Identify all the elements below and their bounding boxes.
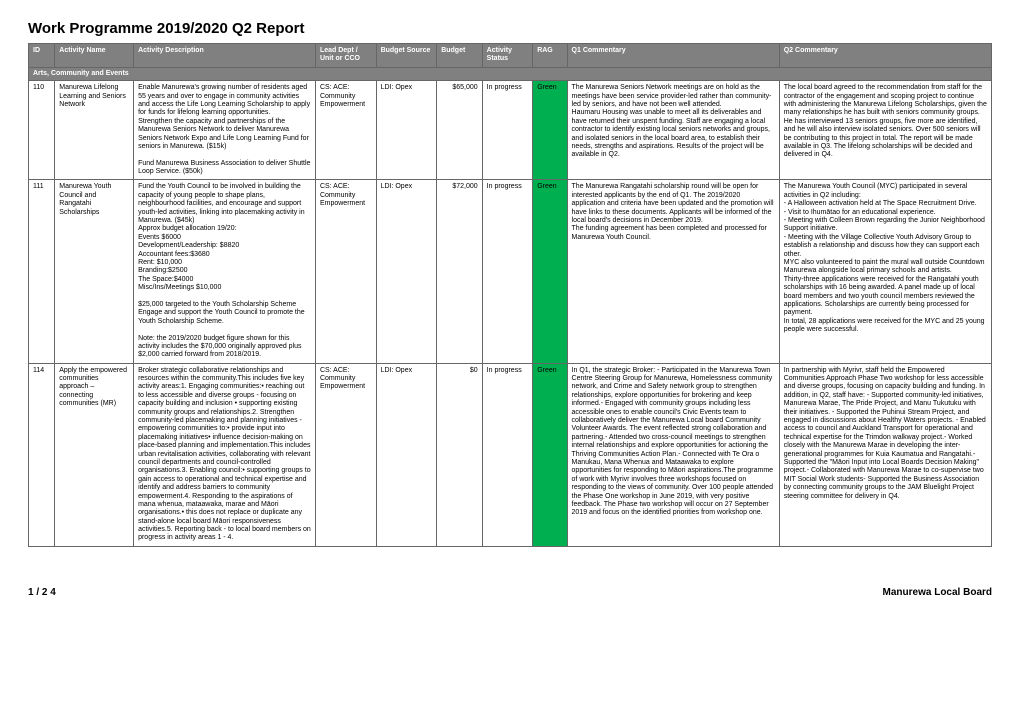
th-status: Activity Status [482, 44, 533, 68]
cell-budget: $65,000 [437, 81, 482, 180]
cell-lead: CS: ACE: Community Empowerment [315, 363, 376, 546]
report-table: ID Activity Name Activity Description Le… [28, 43, 992, 547]
th-bsrc: Budget Source [376, 44, 437, 68]
th-name: Activity Name [55, 44, 134, 68]
cell-name: Apply the empowered communities approach… [55, 363, 134, 546]
cell-desc: Enable Manurewa's growing number of resi… [134, 81, 316, 180]
th-q2: Q2 Commentary [779, 44, 991, 68]
cell-lead: CS: ACE: Community Empowerment [315, 180, 376, 363]
cell-budget: $0 [437, 363, 482, 546]
cell-budget: $72,000 [437, 180, 482, 363]
cell-bsrc: LDI: Opex [376, 81, 437, 180]
th-budget: Budget [437, 44, 482, 68]
th-rag: RAG [533, 44, 567, 68]
cell-name: Manurewa Lifelong Learning and Seniors N… [55, 81, 134, 180]
page-number: 1 / 2 4 [28, 587, 56, 598]
table-body: Arts, Community and Events 110Manurewa L… [29, 67, 992, 546]
cell-rag: Green [533, 81, 567, 180]
section-label: Arts, Community and Events [29, 67, 992, 80]
section-row: Arts, Community and Events [29, 67, 992, 80]
cell-lead: CS: ACE: Community Empowerment [315, 81, 376, 180]
footer: 1 / 2 4 Manurewa Local Board [28, 587, 992, 598]
page-title: Work Programme 2019/2020 Q2 Report [28, 20, 992, 37]
cell-desc: Fund the Youth Council to be involved in… [134, 180, 316, 363]
cell-bsrc: LDI: Opex [376, 180, 437, 363]
board-name: Manurewa Local Board [883, 587, 992, 598]
cell-q2: The local board agreed to the recommenda… [779, 81, 991, 180]
cell-q2: In partnership with Myrivr, staff held t… [779, 363, 991, 546]
header-row: ID Activity Name Activity Description Le… [29, 44, 992, 68]
cell-id: 110 [29, 81, 55, 180]
cell-rag: Green [533, 363, 567, 546]
cell-q1: In Q1, the strategic Broker: - Participa… [567, 363, 779, 546]
cell-status: In progress [482, 81, 533, 180]
cell-id: 111 [29, 180, 55, 363]
cell-status: In progress [482, 180, 533, 363]
th-q1: Q1 Commentary [567, 44, 779, 68]
cell-status: In progress [482, 363, 533, 546]
table-row: 110Manurewa Lifelong Learning and Senior… [29, 81, 992, 180]
cell-desc: Broker strategic collaborative relations… [134, 363, 316, 546]
th-desc: Activity Description [134, 44, 316, 68]
cell-name: Manurewa Youth Council and Rangatahi Sch… [55, 180, 134, 363]
cell-bsrc: LDI: Opex [376, 363, 437, 546]
table-row: 111Manurewa Youth Council and Rangatahi … [29, 180, 992, 363]
cell-id: 114 [29, 363, 55, 546]
cell-q2: The Manurewa Youth Council (MYC) partici… [779, 180, 991, 363]
cell-rag: Green [533, 180, 567, 363]
cell-q1: The Manurewa Seniors Network meetings ar… [567, 81, 779, 180]
th-lead: Lead Dept / Unit or CCO [315, 44, 376, 68]
cell-q1: The Manurewa Rangatahi scholarship round… [567, 180, 779, 363]
table-row: 114Apply the empowered communities appro… [29, 363, 992, 546]
th-id: ID [29, 44, 55, 68]
